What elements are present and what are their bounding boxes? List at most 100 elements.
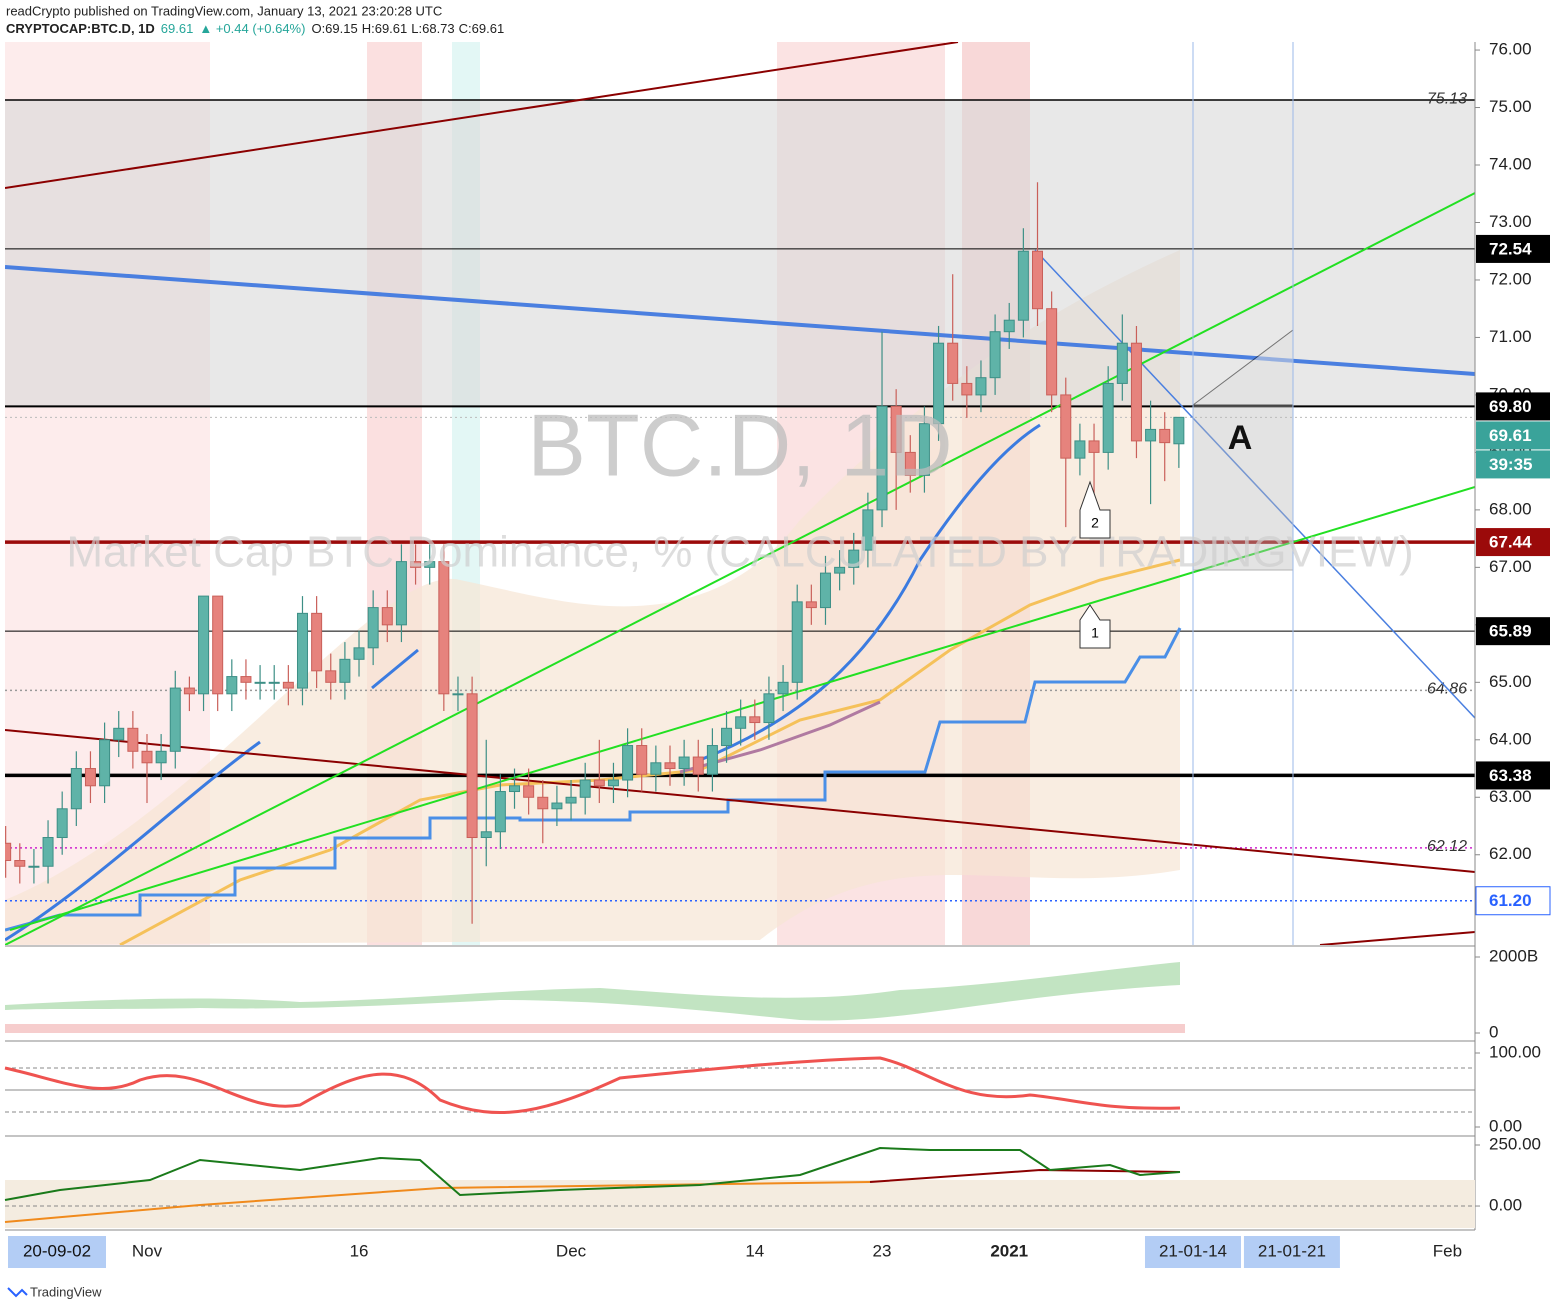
x-tick-label: 2021 — [990, 1241, 1028, 1260]
indicator-line — [4, 1146, 1181, 1201]
candle-body — [226, 676, 238, 695]
candle-body — [1102, 382, 1114, 453]
candle-body — [565, 796, 577, 804]
trend-line — [1034, 249, 1475, 719]
candle-body — [622, 745, 634, 781]
trend-line — [5, 729, 1475, 873]
y-tick-label: 71.00 — [1489, 327, 1532, 346]
ma-curve — [5, 740, 261, 942]
candle-body — [961, 382, 973, 396]
y-tick-label: 65.00 — [1489, 672, 1532, 691]
candle-body — [282, 681, 294, 689]
candle-body — [99, 739, 111, 787]
trend-line — [5, 42, 959, 189]
symbol: CRYPTOCAP:BTC.D, 1D — [6, 21, 155, 36]
candle-body — [1017, 250, 1029, 321]
candle-body — [862, 509, 874, 551]
candle-body — [353, 647, 365, 660]
y-tick-label: 68.00 — [1489, 499, 1532, 518]
callout-label: 2 — [1091, 515, 1099, 531]
candle-body — [452, 693, 464, 696]
candle-body — [28, 865, 40, 868]
price-tag-label: 65.89 — [1489, 622, 1532, 641]
level-label: 75.13 — [1427, 90, 1467, 107]
candle-body — [579, 779, 591, 798]
candle-body — [777, 681, 789, 695]
candle-body — [1173, 416, 1185, 445]
candle-body — [212, 595, 224, 695]
candle-body — [155, 750, 167, 764]
candle-body — [240, 676, 252, 683]
candle-body — [296, 612, 308, 689]
high: H:69.61 — [362, 21, 408, 36]
y-tick-label: 74.00 — [1489, 154, 1532, 173]
pane-tick-label: 0.00 — [1489, 1116, 1522, 1135]
zone — [5, 100, 1475, 249]
candle-body — [678, 756, 690, 770]
candle-body — [1088, 440, 1100, 453]
candle-body — [1116, 342, 1128, 384]
candle-body — [918, 423, 930, 476]
low: L:68.73 — [411, 21, 454, 36]
candle-body — [947, 342, 959, 384]
candle-body — [183, 687, 195, 695]
price-tag — [1476, 761, 1550, 790]
price-tag-label: 67.44 — [1489, 533, 1532, 552]
candle-body — [113, 727, 125, 741]
callout — [1079, 604, 1111, 649]
trend-line — [1319, 931, 1475, 945]
ma-curve — [699, 423, 1041, 762]
publisher: readCrypto published on TradingView.com,… — [6, 3, 442, 18]
candle-body — [664, 762, 676, 770]
close: C:69.61 — [459, 21, 505, 36]
cursor-date-box — [8, 1236, 106, 1268]
y-tick-label: 72.00 — [1489, 269, 1532, 288]
cursor-date: 20-09-02 — [23, 1241, 91, 1260]
ma-curve — [371, 648, 419, 690]
candle-body — [127, 727, 139, 752]
y-tick-label: 67.00 — [1489, 557, 1532, 576]
level-label: 62.12 — [1427, 838, 1467, 855]
pane-tick-label: 100.00 — [1489, 1042, 1541, 1061]
price-tag-label: 72.54 — [1489, 239, 1532, 258]
candle-body — [268, 681, 280, 684]
oscillator-line — [4, 1056, 1181, 1115]
candle-body — [890, 405, 902, 453]
moving-average — [679, 700, 881, 774]
candle-body — [933, 342, 945, 425]
candle-body — [1060, 394, 1072, 459]
candle-body — [424, 561, 436, 568]
candle-body — [141, 750, 153, 764]
candle-body — [650, 762, 662, 775]
candle-body — [834, 566, 846, 574]
open: O:69.15 — [311, 21, 357, 36]
candle-body — [84, 768, 96, 787]
candle-body — [42, 837, 54, 867]
annotation-box: A — [1228, 419, 1253, 457]
price-tag — [1476, 528, 1550, 557]
candle-body — [593, 779, 605, 787]
footer-icon — [7, 1287, 28, 1298]
price-tag — [1476, 234, 1550, 263]
pane-band — [5, 1180, 1475, 1228]
trend-line — [9, 486, 1475, 931]
candle-body — [692, 756, 704, 775]
indicators — [5, 42, 1475, 945]
x-tick-label: 16 — [350, 1241, 369, 1260]
pane-tick-label: 2000B — [1489, 946, 1538, 965]
y-tick-label: 75.00 — [1489, 97, 1532, 116]
candle-body — [480, 831, 492, 839]
candle-body — [1159, 428, 1171, 444]
candle-body — [989, 331, 1001, 379]
candles — [5, 182, 1185, 924]
volume-strip — [5, 1024, 1185, 1033]
x-tick-label: 23 — [873, 1241, 892, 1260]
candle-body — [169, 687, 181, 752]
price-tag-label: 61.20 — [1489, 891, 1532, 910]
candle-body — [749, 716, 761, 724]
signal-line — [869, 1168, 1181, 1183]
symbol-legend: CRYPTOCAP:BTC.D, 1D 69.61 ▲ +0.44 (+0.64%)… — [6, 21, 504, 36]
x-tick-label: Nov — [132, 1241, 163, 1260]
change: ▲ +0.44 (+0.64%) — [199, 21, 305, 36]
